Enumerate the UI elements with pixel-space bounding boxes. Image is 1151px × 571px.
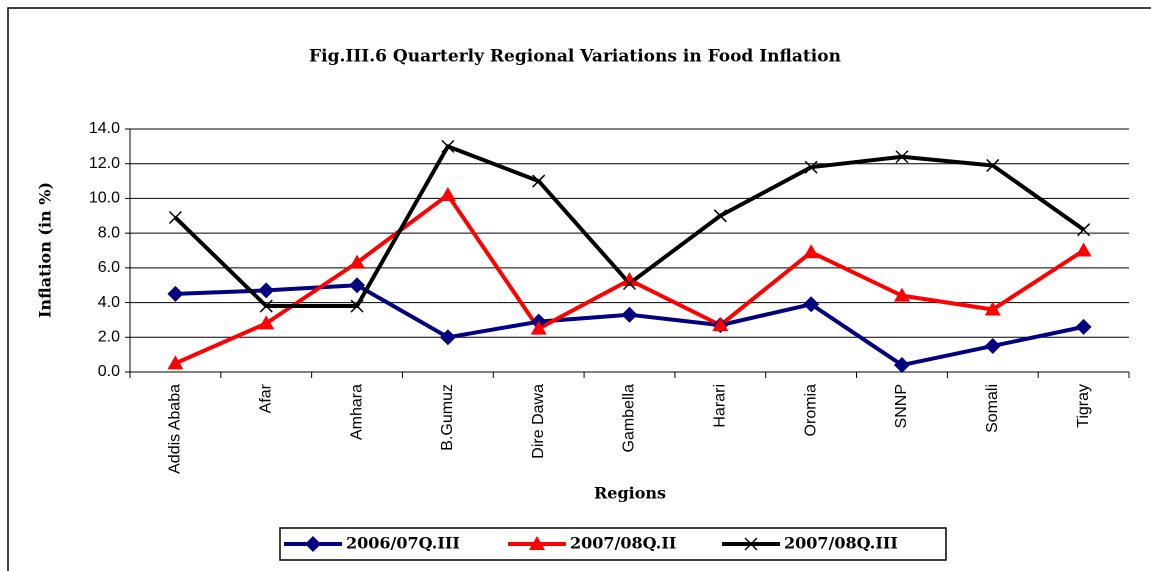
marker — [168, 210, 182, 225]
y-tick-label: 6.0 — [98, 259, 120, 276]
series-line — [175, 283, 1085, 368]
marker — [441, 139, 455, 153]
y-axis-title: Inflation (in %) — [36, 182, 55, 318]
marker — [621, 306, 638, 323]
legend-label: 2006/07Q.III — [346, 534, 460, 553]
marker — [986, 158, 1000, 172]
marker — [439, 329, 456, 346]
marker — [804, 160, 818, 174]
marker — [893, 357, 910, 374]
y-tick-label: 2.0 — [98, 329, 120, 346]
marker — [1075, 318, 1092, 335]
marker — [984, 301, 1001, 316]
x-tick-label: Harari — [712, 384, 729, 428]
x-tick-label: Amhara — [348, 384, 365, 440]
marker — [350, 299, 364, 313]
y-tick-label: 8.0 — [98, 224, 120, 241]
marker — [439, 186, 456, 201]
legend-box — [279, 527, 947, 561]
y-tick-label: 12.0 — [89, 155, 120, 172]
x-tick-label: Afar — [257, 383, 274, 413]
legend-label: 2007/08Q.II — [570, 534, 676, 553]
marker — [1075, 242, 1092, 257]
x-tick-label: SNNP — [893, 384, 910, 428]
marker — [1077, 223, 1091, 237]
y-tick-label: 14.0 — [89, 120, 120, 137]
legend-label: 2007/08Q.III — [784, 534, 898, 553]
y-tick-label: 0.0 — [98, 363, 120, 380]
x-tick-label: Addis Ababa — [167, 384, 184, 474]
x-tick-label: Gambella — [621, 384, 638, 453]
marker — [349, 254, 366, 269]
x-tick-label: Oromia — [802, 384, 819, 437]
x-tick-label: Tigray — [1075, 384, 1092, 428]
marker — [259, 299, 273, 313]
marker — [893, 287, 910, 302]
chart-title: Fig.III.6 Quarterly Regional Variations … — [309, 47, 841, 67]
marker — [895, 150, 909, 164]
marker — [621, 272, 638, 287]
x-tick-label: Dire Dawa — [530, 384, 547, 459]
frame — [7, 7, 1151, 571]
x-tick-label: Somali — [984, 384, 1001, 433]
marker — [530, 320, 547, 335]
marker — [349, 277, 366, 294]
marker — [713, 209, 727, 223]
y-tick-label: 10.0 — [89, 190, 120, 207]
marker — [984, 337, 1001, 354]
marker — [532, 174, 546, 188]
marker — [167, 355, 184, 370]
marker — [167, 285, 184, 302]
marker — [712, 317, 729, 332]
marker — [258, 315, 275, 330]
x-tick-label: B.Gumuz — [439, 384, 456, 451]
marker — [622, 276, 637, 291]
marker — [258, 282, 275, 299]
marker — [529, 536, 545, 550]
marker — [803, 296, 820, 313]
marker — [803, 244, 820, 259]
x-axis-title: Regions — [594, 484, 666, 503]
marker — [305, 536, 321, 552]
marker — [744, 537, 758, 551]
y-tick-label: 4.0 — [98, 294, 120, 311]
